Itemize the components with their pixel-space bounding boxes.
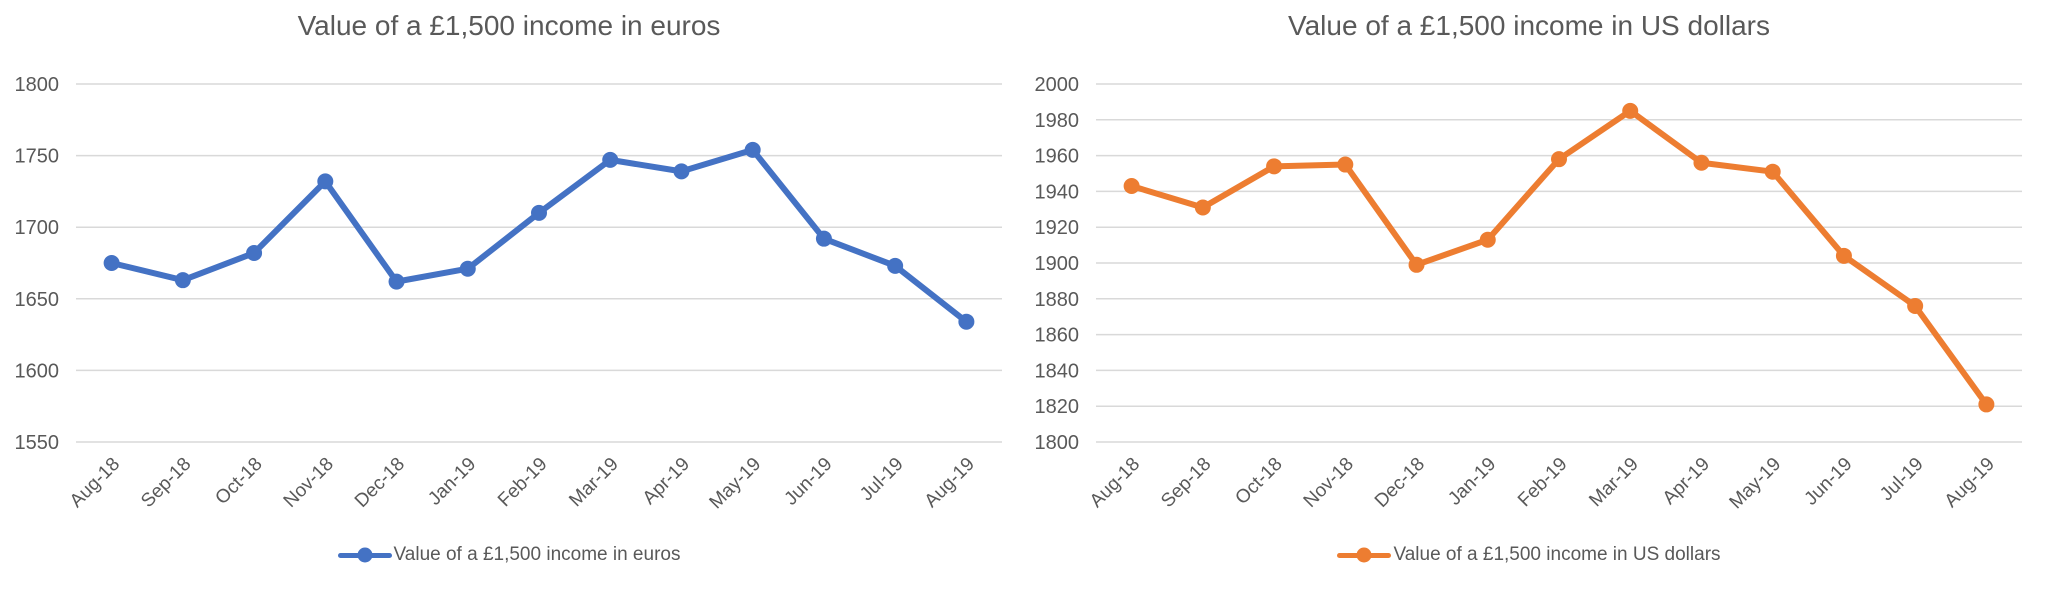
data-point-marker (958, 313, 975, 330)
y-tick-label: 1550 (15, 432, 60, 454)
y-tick-label: 1820 (1035, 396, 1080, 418)
data-point-marker (1622, 102, 1639, 119)
x-tick-label: Aug-19 (1941, 454, 1999, 512)
x-tick-label: May-19 (1726, 454, 1786, 514)
x-tick-label: Oct-18 (211, 454, 266, 509)
data-point-marker (1978, 396, 1995, 413)
x-tick-label: May-19 (706, 454, 766, 514)
data-point-marker (388, 273, 405, 290)
data-point-marker (317, 173, 334, 190)
y-tick-label: 1650 (15, 289, 60, 311)
data-point-marker (602, 151, 619, 168)
x-tick-label: Dec-18 (351, 454, 409, 512)
euros-chart-legend: Value of a £1,500 income in euros (2, 543, 1016, 567)
x-tick-label: Nov-18 (280, 454, 338, 512)
usd-legend-line-marker-icon (1337, 547, 1392, 564)
x-tick-label: Aug-18 (1086, 454, 1144, 512)
y-tick-label: 1960 (1035, 146, 1080, 168)
data-point-marker (1123, 178, 1140, 195)
data-point-marker (815, 230, 832, 247)
x-tick-label: Mar-19 (1585, 454, 1642, 511)
x-tick-label: Mar-19 (565, 454, 622, 511)
data-point-marker (531, 204, 547, 221)
data-point-marker (1408, 256, 1425, 273)
y-tick-label: 1800 (15, 74, 60, 96)
x-tick-label: Jul-19 (1876, 454, 1927, 505)
data-point-marker (673, 163, 690, 180)
usd-chart-legend: Value of a £1,500 income in US dollars (1022, 543, 2036, 567)
euros-legend-dot-icon (357, 547, 373, 563)
x-tick-label: Dec-18 (1371, 454, 1429, 512)
x-tick-label: Feb-19 (1514, 454, 1571, 511)
y-tick-label: 1600 (15, 360, 60, 382)
data-point-marker (887, 257, 904, 274)
x-tick-label: Apr-19 (1659, 454, 1714, 509)
usd-legend-dot-icon (1356, 547, 1372, 563)
x-tick-label: Nov-18 (1300, 454, 1358, 512)
data-point-marker (246, 244, 263, 261)
euros-legend-label: Value of a £1,500 income in euros (393, 544, 681, 565)
data-point-marker (1764, 163, 1781, 180)
series-line (108, 146, 970, 325)
y-tick-label: 1800 (1035, 432, 1080, 454)
data-point-marker (1835, 247, 1852, 264)
x-tick-label: Jun-19 (1801, 454, 1857, 510)
x-tick-label: Oct-18 (1231, 454, 1286, 509)
x-tick-label: Sep-18 (1157, 454, 1215, 512)
x-tick-label: Aug-19 (921, 454, 979, 512)
y-tick-label: 1750 (15, 146, 60, 168)
x-tick-label: Aug-18 (66, 454, 124, 512)
data-point-marker (1479, 231, 1496, 248)
y-tick-label: 1880 (1035, 289, 1080, 311)
data-point-marker (1693, 154, 1710, 171)
euros-legend-line-marker-icon (337, 547, 392, 564)
x-tick-label: Jan-19 (424, 454, 480, 510)
euros-chart-plot: 1550 1600 1650 1700 1750 1800 Aug-18 Sep-18 Oct-… (15, 74, 1002, 514)
data-point-marker (1551, 151, 1567, 168)
usd-chart-plot: 1800 1820 1840 1860 1880 1900 1920 1940 1960 1980… (1035, 74, 2022, 514)
data-point-marker (1337, 156, 1354, 173)
data-point-marker (1907, 297, 1924, 314)
y-tick-label: 1980 (1035, 110, 1080, 132)
data-point-marker (103, 255, 120, 271)
y-tick-label: 2000 (1035, 74, 1080, 96)
y-tick-label: 1840 (1035, 360, 1080, 382)
y-tick-label: 1860 (1035, 325, 1080, 347)
usd-legend-label: Value of a £1,500 income in US dollars (1393, 544, 1721, 565)
usd-chart-card: Value of a £1,500 income in US dollars 1… (1022, 0, 2036, 597)
data-point-marker (744, 141, 761, 158)
x-tick-label: Apr-19 (639, 454, 694, 509)
x-tick-label: Feb-19 (494, 454, 551, 511)
data-point-marker (1194, 199, 1211, 216)
y-tick-label: 1900 (1035, 253, 1080, 275)
euros-chart-title: Value of a £1,500 income in euros (297, 10, 721, 41)
data-point-marker (459, 260, 476, 277)
y-tick-label: 1700 (15, 217, 60, 239)
y-tick-label: 1940 (1035, 181, 1080, 203)
x-tick-label: Jun-19 (781, 454, 837, 510)
x-tick-label: Jul-19 (856, 454, 907, 505)
usd-chart-title: Value of a £1,500 income in US dollars (1288, 10, 1770, 41)
x-tick-label: Jan-19 (1444, 454, 1500, 510)
x-tick-label: Sep-18 (137, 454, 195, 512)
y-tick-label: 1920 (1035, 217, 1080, 239)
data-point-marker (174, 272, 191, 289)
euros-chart-card: Value of a £1,500 income in euros 1550 16… (2, 0, 1016, 597)
data-point-marker (1266, 158, 1283, 175)
